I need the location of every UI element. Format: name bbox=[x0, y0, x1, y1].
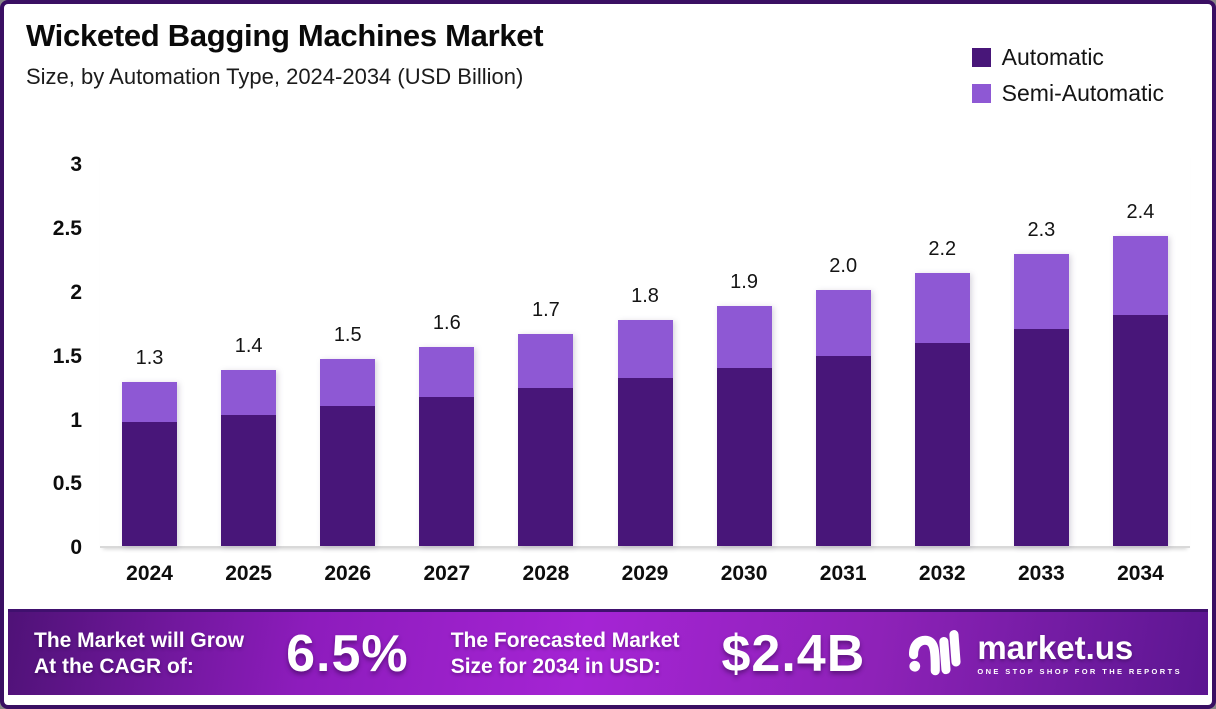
x-axis-label: 2028 bbox=[522, 562, 570, 585]
x-axis-label: 2029 bbox=[621, 562, 669, 585]
y-axis-tick: 0 bbox=[70, 536, 82, 559]
semi-automatic-segment bbox=[518, 334, 574, 388]
x-axis-label: 2024 bbox=[126, 562, 173, 585]
x-axis-label: 2031 bbox=[819, 562, 867, 585]
y-axis: 0 0.5 1 1.5 2 2.5 3 bbox=[20, 152, 82, 559]
stacked-bar-2032 bbox=[914, 273, 970, 546]
automatic-segment bbox=[1112, 315, 1168, 546]
legend-item-automatic: Automatic bbox=[971, 44, 1164, 71]
automatic-segment bbox=[221, 414, 277, 546]
bar-total-label: 1.4 bbox=[234, 335, 263, 358]
automatic-swatch-icon bbox=[971, 48, 991, 67]
x-axis-label: 2027 bbox=[423, 562, 471, 585]
brand-name: market.us bbox=[977, 628, 1134, 666]
bar-total-label: 1.5 bbox=[333, 323, 362, 346]
forecast-value: $2.4B bbox=[721, 624, 866, 683]
semi-automatic-segment bbox=[122, 381, 178, 423]
stacked-bar-2033 bbox=[1013, 254, 1069, 546]
legend-label: Automatic bbox=[1001, 44, 1104, 70]
bar-total-label: 2.0 bbox=[829, 254, 858, 277]
semi-automatic-segment bbox=[914, 273, 970, 344]
y-axis-tick: 3 bbox=[70, 153, 82, 177]
cagr-value: 6.5% bbox=[286, 624, 409, 683]
automatic-segment bbox=[122, 422, 178, 546]
chart-legend: Automatic Semi-Automatic bbox=[971, 44, 1164, 107]
automatic-segment bbox=[320, 405, 376, 546]
semi-automatic-swatch-icon bbox=[971, 84, 991, 103]
bar-total-label: 1.6 bbox=[432, 312, 461, 335]
plot-area: 1.3 2024 1.4 2025 1.5 2026 1.6 2027 1.7 2028 1.8 20… bbox=[100, 152, 1190, 585]
stacked-bar-2026 bbox=[320, 358, 376, 546]
legend-label: Semi-Automatic bbox=[1001, 80, 1164, 106]
stacked-bar-2031 bbox=[815, 289, 871, 546]
brand-logo: market.us ONE STOP SHOP FOR THE REPORTS bbox=[907, 629, 1182, 679]
marketus-logo-icon bbox=[909, 629, 961, 675]
x-axis-label: 2030 bbox=[720, 562, 768, 585]
semi-automatic-segment bbox=[617, 320, 673, 378]
x-axis-label: 2033 bbox=[1017, 562, 1065, 585]
header: Wicketed Bagging Machines Market Size, b… bbox=[26, 18, 544, 90]
x-axis-label: 2032 bbox=[918, 562, 966, 585]
automatic-segment bbox=[815, 356, 871, 546]
semi-automatic-segment bbox=[1112, 236, 1168, 316]
x-axis-label: 2034 bbox=[1117, 562, 1164, 585]
automatic-segment bbox=[518, 387, 574, 546]
bar-total-label: 1.8 bbox=[631, 285, 659, 308]
forecast-label: The Forecasted Market Size for 2034 in U… bbox=[450, 628, 680, 678]
cagr-label: The Market will Grow At the CAGR of: bbox=[34, 628, 245, 678]
automatic-segment bbox=[716, 367, 772, 546]
stacked-bar-2027 bbox=[419, 347, 475, 546]
semi-automatic-segment bbox=[320, 358, 376, 406]
automatic-segment bbox=[617, 377, 673, 546]
page-title: Wicketed Bagging Machines Market bbox=[26, 18, 544, 53]
semi-automatic-segment bbox=[815, 289, 871, 356]
brand-tagline: ONE STOP SHOP FOR THE REPORTS bbox=[977, 666, 1182, 676]
y-axis-tick: 1.5 bbox=[52, 344, 82, 368]
bar-total-label: 1.9 bbox=[730, 271, 758, 294]
semi-automatic-segment bbox=[221, 370, 277, 415]
x-axis-label: 2025 bbox=[225, 562, 272, 585]
semi-automatic-segment bbox=[419, 347, 475, 397]
semi-automatic-segment bbox=[716, 306, 772, 368]
automatic-segment bbox=[1013, 329, 1069, 546]
automatic-segment bbox=[914, 343, 970, 546]
page-subtitle: Size, by Automation Type, 2024-2034 (USD… bbox=[26, 64, 524, 89]
brand-text: market.us ONE STOP SHOP FOR THE REPORTS bbox=[977, 628, 1182, 676]
semi-automatic-segment bbox=[1013, 254, 1069, 330]
bar-total-label: 2.2 bbox=[928, 238, 957, 261]
y-axis-tick: 0.5 bbox=[52, 472, 82, 496]
bar-total-label: 2.4 bbox=[1126, 201, 1155, 224]
y-axis-tick: 2.5 bbox=[52, 217, 82, 241]
stacked-bar-2030 bbox=[716, 306, 772, 546]
footer-banner: The Market will Grow At the CAGR of: 6.5… bbox=[8, 609, 1208, 695]
bar-total-label: 1.7 bbox=[532, 299, 560, 322]
legend-item-semi-automatic: Semi-Automatic bbox=[971, 80, 1164, 107]
bar-total-label: 2.3 bbox=[1027, 219, 1056, 242]
x-axis-label: 2026 bbox=[324, 562, 372, 585]
stacked-bar-2029 bbox=[617, 320, 673, 546]
y-axis-tick: 1 bbox=[70, 408, 82, 432]
automatic-segment bbox=[419, 396, 475, 546]
stacked-bar-2025 bbox=[221, 370, 277, 546]
stacked-bar-2024 bbox=[122, 381, 178, 546]
stacked-bar-2034 bbox=[1112, 236, 1168, 546]
stacked-bar-2028 bbox=[518, 334, 574, 546]
bar-total-label: 1.3 bbox=[135, 346, 164, 369]
y-axis-tick: 2 bbox=[70, 280, 82, 304]
